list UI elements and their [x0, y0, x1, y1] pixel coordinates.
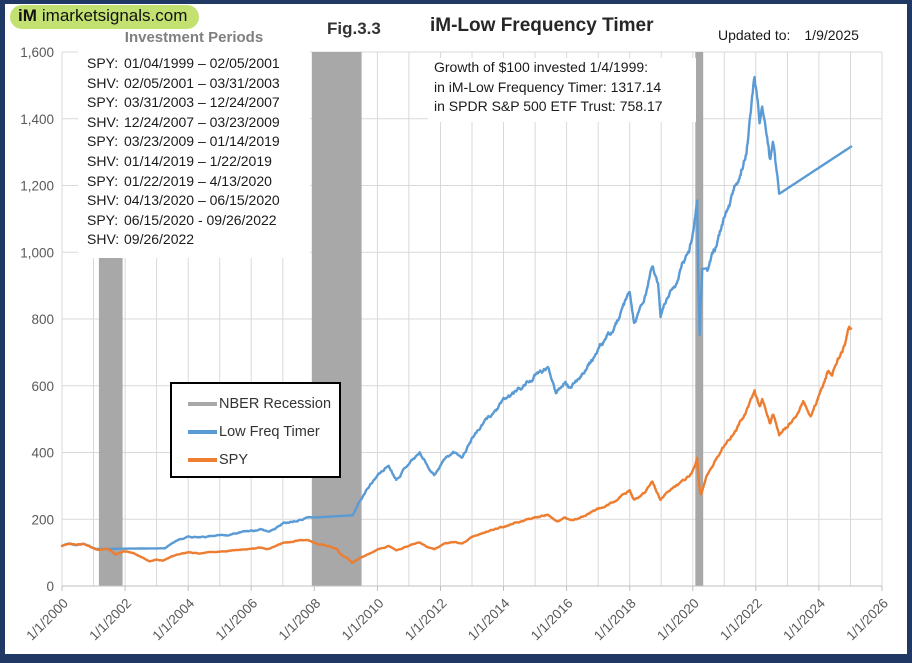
investment-period-row: SPY: 03/31/2003 – 12/24/2007 — [78, 93, 310, 113]
x-axis-tick-label: 1/1/2026 — [843, 596, 891, 644]
logo: iM imarketsignals.com — [10, 5, 200, 29]
legend-label: Low Freq Timer — [219, 424, 320, 440]
x-axis-tick-label: 1/1/2014 — [465, 595, 513, 643]
logo-domain: imarketsignals.com — [41, 6, 188, 25]
axes — [61, 585, 883, 591]
investment-period-row: SPY: 03/23/2009 – 01/14/2019 — [78, 132, 310, 152]
period-range: 09/26/2022 — [124, 231, 195, 248]
x-axis-tick-label: 1/1/2000 — [23, 596, 71, 644]
investment-period-row: SPY: 01/04/1999 – 02/05/2001 — [78, 54, 310, 74]
updated-to: Updated to: 1/9/2025 — [718, 27, 859, 43]
x-axis-tick-label: 1/1/2012 — [402, 596, 450, 644]
updated-label: Updated to: — [718, 27, 791, 43]
x-axis-tick-label: 1/1/2008 — [276, 596, 324, 644]
period-range: 06/15/2020 - 09/26/2022 — [124, 211, 277, 228]
y-axis-tick-label: 800 — [31, 312, 54, 327]
period-ticker: SHV: — [87, 192, 120, 209]
x-axis-tick-label: 1/1/2022 — [717, 596, 765, 644]
x-axis-tick-label: 1/1/2006 — [213, 596, 261, 644]
growth-note: Growth of $100 invested 1/4/1999: in iM-L… — [428, 58, 696, 122]
investment-periods-title: Investment Periods — [124, 29, 264, 46]
x-axis-tick-label: 1/1/2016 — [528, 596, 576, 644]
legend-line-swatch — [188, 430, 217, 434]
y-axis-tick-label: 1,200 — [20, 179, 54, 194]
period-ticker: SPY: — [87, 172, 119, 189]
period-range: 02/05/2001 – 03/31/2003 — [124, 74, 280, 91]
investment-periods-list: SPY: 01/04/1999 – 02/05/2001 SHV: 02/05/200… — [78, 54, 310, 250]
y-axis-tick-label: 1,000 — [20, 245, 54, 260]
series-line-spy — [60, 325, 853, 564]
legend-line-swatch — [188, 402, 217, 406]
investment-period-row: SHV: 09/26/2022 — [78, 230, 310, 250]
x-axis-tick-label: 1/1/2010 — [339, 596, 387, 644]
series-line-low-freq-timer — [60, 75, 853, 551]
period-ticker: SPY: — [87, 211, 119, 228]
period-ticker: SHV: — [87, 152, 120, 169]
period-ticker: SHV: — [87, 231, 120, 248]
growth-note-line: Growth of $100 invested 1/4/1999: — [434, 59, 649, 75]
x-axis-labels: 1/1/2000 1/1/2002 1/1/2004 1/1/2006 1/1/2008… — [23, 595, 891, 643]
growth-note-line: in SPDR S&P 500 ETF Trust: 758.17 — [434, 98, 663, 114]
y-axis-tick-label: 1,400 — [20, 112, 54, 127]
period-ticker: SHV: — [87, 113, 120, 130]
investment-period-row: SHV: 12/24/2007 – 03/23/2009 — [78, 113, 310, 133]
period-range: 03/23/2009 – 01/14/2019 — [124, 133, 280, 150]
legend-line-swatch — [188, 458, 217, 462]
investment-period-row: SHV: 02/05/2001 – 03/31/2003 — [78, 74, 310, 94]
period-range: 01/22/2019 – 4/13/2020 — [124, 172, 272, 189]
investment-period-row: SPY: 06/15/2020 - 09/26/2022 — [78, 211, 310, 231]
y-axis-tick-label: 200 — [31, 512, 54, 527]
period-range: 01/14/2019 – 1/22/2019 — [124, 152, 272, 169]
x-axis-tick-label: 1/1/2002 — [86, 596, 134, 644]
legend-entry: SPY — [172, 446, 339, 474]
figure-number: Fig.3.3 — [327, 19, 381, 38]
legend-label: NBER Recession — [219, 396, 332, 412]
x-axis-tick-label: 1/1/2024 — [780, 595, 828, 643]
period-range: 03/31/2003 – 12/24/2007 — [124, 94, 280, 111]
x-axis-tick-label: 1/1/2018 — [591, 596, 639, 644]
y-axis-tick-label: 400 — [31, 446, 54, 461]
period-range: 01/04/1999 – 02/05/2001 — [124, 55, 280, 71]
x-axis-tick-label: 1/1/2004 — [150, 595, 198, 643]
period-ticker: SPY: — [87, 55, 119, 71]
legend: NBER Recession Low Freq Timer SPY — [170, 382, 341, 478]
investment-period-row: SHV: 04/13/2020 – 06/15/2020 — [78, 191, 310, 211]
growth-note-line: in iM-Low Frequency Timer: 1317.14 — [434, 78, 662, 95]
legend-label: SPY — [219, 452, 249, 468]
period-range: 04/13/2020 – 06/15/2020 — [124, 192, 280, 209]
period-ticker: SPY: — [87, 133, 119, 150]
investment-periods-panel: Investment Periods SPY: 01/04/1999 – 02/0… — [78, 27, 310, 258]
period-ticker: SPY: — [87, 94, 119, 111]
y-axis-labels: 0 200 400 600 800 1,000 1,200 1,400 1,600 — [20, 45, 54, 594]
legend-entry: NBER Recession — [172, 390, 339, 418]
y-axis-tick-label: 0 — [46, 579, 54, 594]
period-ticker: SHV: — [87, 74, 120, 91]
legend-entry: Low Freq Timer — [172, 418, 339, 446]
x-axis-tick-label: 1/1/2020 — [654, 596, 702, 644]
y-axis-tick-label: 600 — [31, 379, 54, 394]
page-title: iM-Low Frequency Timer — [430, 15, 654, 36]
updated-value: 1/9/2025 — [804, 27, 859, 43]
investment-period-row: SHV: 01/14/2019 – 1/22/2019 — [78, 152, 310, 172]
period-range: 12/24/2007 – 03/23/2009 — [124, 113, 280, 130]
y-axis-tick-label: 1,600 — [20, 45, 54, 60]
investment-period-row: SPY: 01/22/2019 – 4/13/2020 — [78, 172, 310, 192]
logo-mark: iM — [18, 6, 37, 25]
